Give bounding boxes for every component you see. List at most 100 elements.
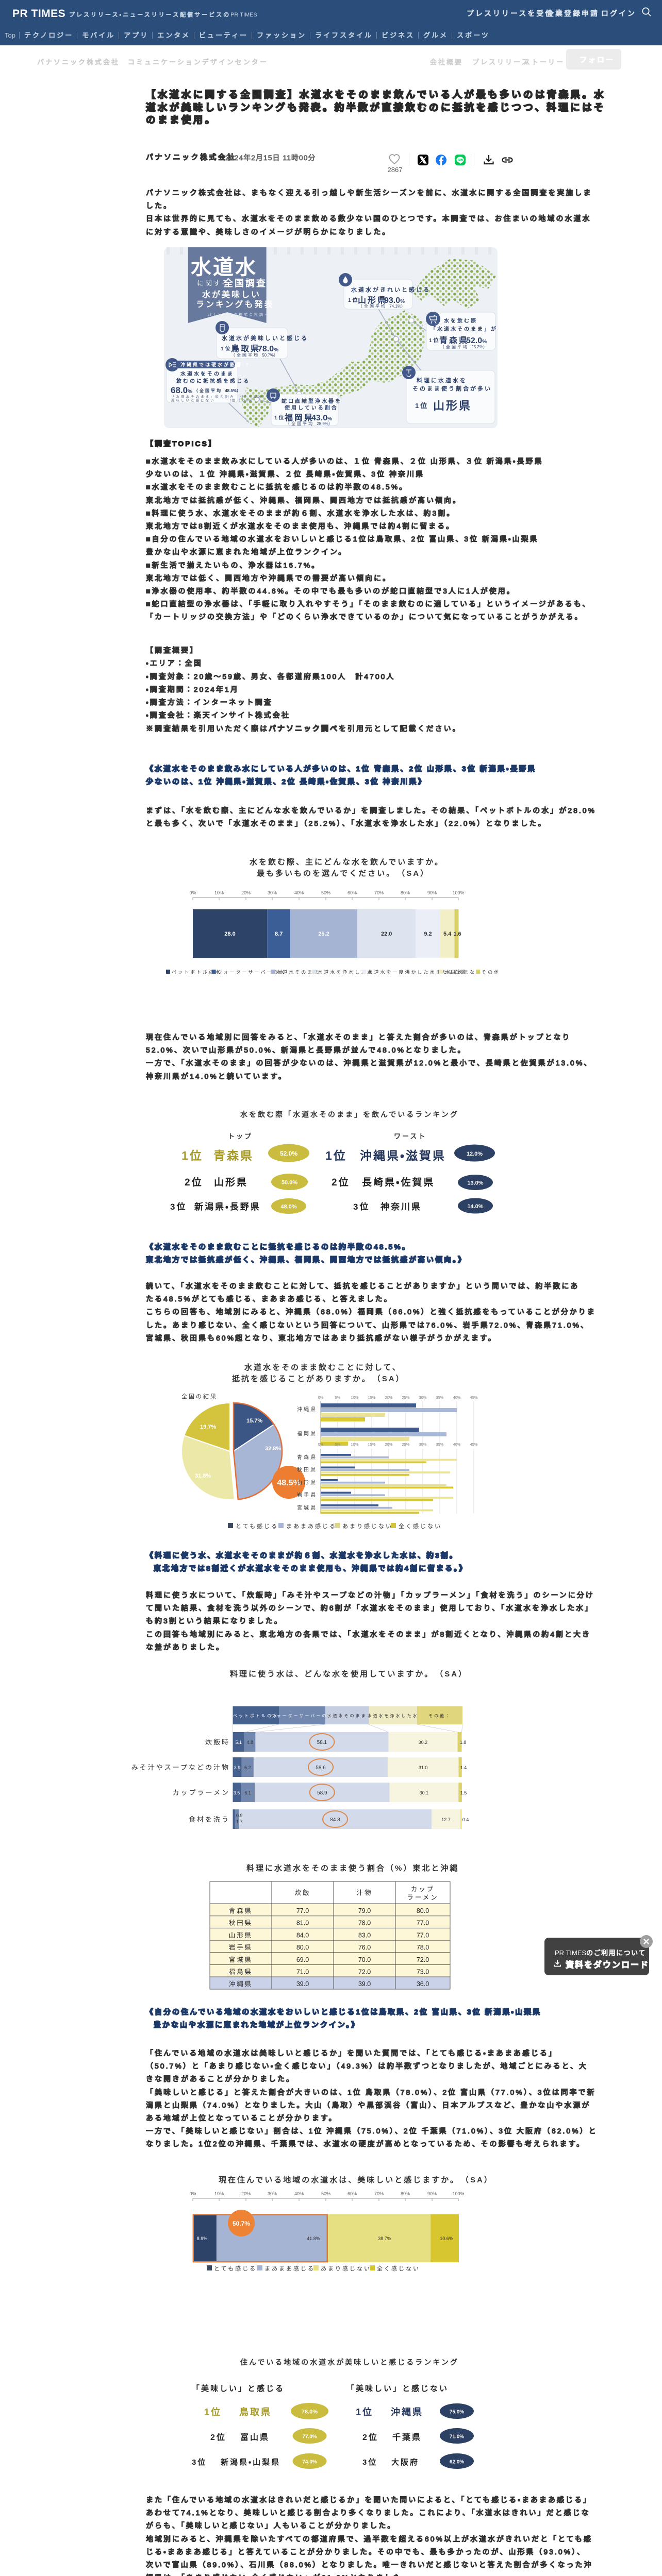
svg-text:に関する: に関する: [197, 279, 230, 287]
svg-text:78.0%: 78.0%: [258, 345, 278, 353]
svg-text:12.0%: 12.0%: [467, 1151, 483, 1157]
svg-text:3位: 3位: [353, 1201, 370, 1212]
svg-text:汁物: 汁物: [356, 1889, 372, 1896]
svg-text:ペットボトルの水: ペットボトルの水: [172, 969, 221, 975]
svg-text:22.0: 22.0: [381, 931, 392, 937]
svg-text:45%: 45%: [470, 1442, 477, 1447]
svg-text:0.4: 0.4: [462, 1817, 469, 1822]
svg-text:5.2: 5.2: [244, 1765, 251, 1770]
svg-text:81.0: 81.0: [296, 1920, 309, 1927]
svg-text:0.9: 0.9: [236, 1813, 243, 1818]
svg-text:74.0%: 74.0%: [302, 2460, 317, 2465]
svg-text:現在住んでいる地域の水道水は、美味しいと感じますか。 （SA: 現在住んでいる地域の水道水は、美味しいと感じますか。 （SA）: [219, 2175, 493, 2184]
svg-text:（全国平均 28.9%）: （全国平均 28.9%）: [286, 421, 334, 426]
svg-text:水道水を浄水した水: 水道水を浄水した水: [368, 1713, 419, 1718]
svg-text:10%: 10%: [351, 1442, 358, 1447]
svg-text:68.0%: 68.0%: [171, 385, 192, 395]
svg-text:その他：: その他：: [428, 1713, 451, 1718]
svg-text:水は飲まない: 水は飲まない: [445, 969, 482, 975]
svg-text:0%: 0%: [318, 1395, 324, 1400]
svg-text:カップラーメン: カップラーメン: [173, 1789, 230, 1797]
svg-text:15.7%: 15.7%: [246, 1418, 262, 1424]
svg-text:「水道水そのまま」飲む割合 47位（12.0%）: 「水道水そのまま」飲む割合 47位（12.0%）: [171, 394, 268, 399]
svg-text:75.0%: 75.0%: [450, 2410, 464, 2415]
svg-text:50%: 50%: [321, 890, 330, 895]
svg-text:新潟県・長野県: 新潟県・長野県: [194, 1201, 261, 1212]
svg-text:10%: 10%: [214, 890, 224, 895]
svg-text:28.0: 28.0: [224, 931, 235, 937]
svg-text:40%: 40%: [294, 2191, 304, 2196]
svg-text:まあまあ感じる: まあまあ感じる: [264, 2265, 315, 2272]
svg-text:5.4: 5.4: [443, 931, 452, 937]
svg-text:大阪府: 大阪府: [391, 2458, 419, 2467]
svg-text:77.0: 77.0: [417, 1920, 429, 1927]
svg-text:水を飲む際、主にどんな水を飲んでいますか。: 水を飲む際、主にどんな水を飲んでいますか。: [249, 857, 444, 867]
svg-text:抵抗を感じることがありますか。 （SA）: 抵抗を感じることがありますか。 （SA）: [232, 1374, 405, 1383]
svg-text:40%: 40%: [453, 1395, 460, 1400]
svg-text:岩手県: 岩手県: [297, 1492, 317, 1498]
svg-text:1.7: 1.7: [236, 1819, 243, 1824]
svg-text:青森県: 青森県: [439, 335, 469, 345]
svg-text:みそ汁やスープなどの汁物: みそ汁やスープなどの汁物: [131, 1764, 230, 1771]
svg-text:1.6: 1.6: [453, 931, 461, 937]
svg-text:69.0: 69.0: [296, 1956, 309, 1963]
svg-text:60%: 60%: [347, 2191, 357, 2196]
svg-text:住んでいる地域の水道水が美味しいと感じるランキング: 住んでいる地域の水道水が美味しいと感じるランキング: [240, 2358, 459, 2366]
svg-text:1位: 1位: [274, 414, 286, 421]
svg-text:30%: 30%: [419, 1442, 426, 1447]
svg-text:3位: 3位: [170, 1201, 187, 1212]
svg-text:10.6%: 10.6%: [440, 2236, 453, 2241]
svg-text:12.7: 12.7: [441, 1817, 451, 1822]
svg-text:全国の結果: 全国の結果: [181, 1393, 218, 1400]
svg-text:山形県: 山形県: [297, 1480, 317, 1486]
svg-text:最も多いものを選んでください。 （SA）: 最も多いものを選んでください。 （SA）: [257, 869, 429, 878]
svg-text:1.4: 1.4: [460, 1765, 467, 1770]
svg-text:60%: 60%: [347, 890, 357, 895]
svg-text:沖縄県: 沖縄県: [229, 1980, 253, 1988]
svg-text:13.0%: 13.0%: [467, 1180, 483, 1187]
svg-text:52.0%: 52.0%: [466, 336, 487, 345]
svg-text:48.5%: 48.5%: [277, 1479, 300, 1487]
svg-text:1位: 1位: [415, 402, 428, 410]
svg-text:水道水を浄水した水: 水道水を浄水した水: [318, 969, 373, 975]
svg-text:ラーメン: ラーメン: [407, 1894, 439, 1901]
svg-text:秋田県: 秋田県: [297, 1466, 317, 1473]
svg-text:83.0: 83.0: [358, 1931, 371, 1939]
svg-text:77.0%: 77.0%: [302, 2434, 317, 2440]
svg-text:80.0: 80.0: [296, 1944, 309, 1951]
svg-text:30%: 30%: [268, 890, 277, 895]
svg-text:8.7: 8.7: [275, 931, 283, 937]
svg-text:炊飯時: 炊飯時: [205, 1738, 230, 1746]
svg-text:まあまあ感じる: まあまあ感じる: [286, 1522, 337, 1530]
svg-text:84.0: 84.0: [296, 1931, 309, 1939]
svg-text:25.2: 25.2: [318, 931, 329, 937]
svg-text:山形県: 山形県: [358, 295, 387, 305]
svg-text:76.0: 76.0: [358, 1944, 371, 1951]
svg-text:料理に水道水を: 料理に水道水を: [417, 377, 467, 384]
svg-text:0%: 0%: [189, 890, 196, 895]
svg-text:20%: 20%: [385, 1395, 392, 1400]
svg-text:30.2: 30.2: [419, 1740, 428, 1745]
svg-text:72.0: 72.0: [358, 1969, 371, 1976]
svg-text:0%: 0%: [318, 1442, 324, 1447]
svg-text:50%: 50%: [321, 2191, 330, 2196]
svg-text:9.2: 9.2: [424, 931, 432, 937]
svg-text:48.0%: 48.0%: [280, 1204, 296, 1210]
svg-text:水道水そのまま: 水道水そのまま: [276, 969, 320, 975]
svg-text:ランキングも発表: ランキングも発表: [196, 299, 274, 309]
svg-text:蛇口直結型浄水器を: 蛇口直結型浄水器を: [282, 398, 342, 404]
svg-text:77.0: 77.0: [417, 1931, 429, 1939]
svg-text:25%: 25%: [402, 1442, 409, 1447]
svg-text:31.8%: 31.8%: [195, 1473, 211, 1479]
svg-text:77.0: 77.0: [296, 1907, 309, 1914]
svg-text:宮城県: 宮城県: [297, 1504, 317, 1511]
svg-text:20%: 20%: [241, 890, 251, 895]
svg-text:トップ: トップ: [228, 1132, 253, 1140]
svg-text:長崎県・佐賀県: 長崎県・佐賀県: [362, 1176, 435, 1188]
svg-text:58.6: 58.6: [316, 1765, 326, 1771]
svg-text:1.8: 1.8: [460, 1740, 467, 1745]
svg-text:炊飯: 炊飯: [294, 1889, 310, 1896]
svg-text:福岡県: 福岡県: [297, 1430, 317, 1437]
svg-text:ウォーターサーバーの水: ウォーターサーバーの水: [271, 1713, 334, 1718]
svg-text:美味しいと感じない 1位（75.0%）: 美味しいと感じない 1位（75.0%）: [171, 398, 256, 402]
